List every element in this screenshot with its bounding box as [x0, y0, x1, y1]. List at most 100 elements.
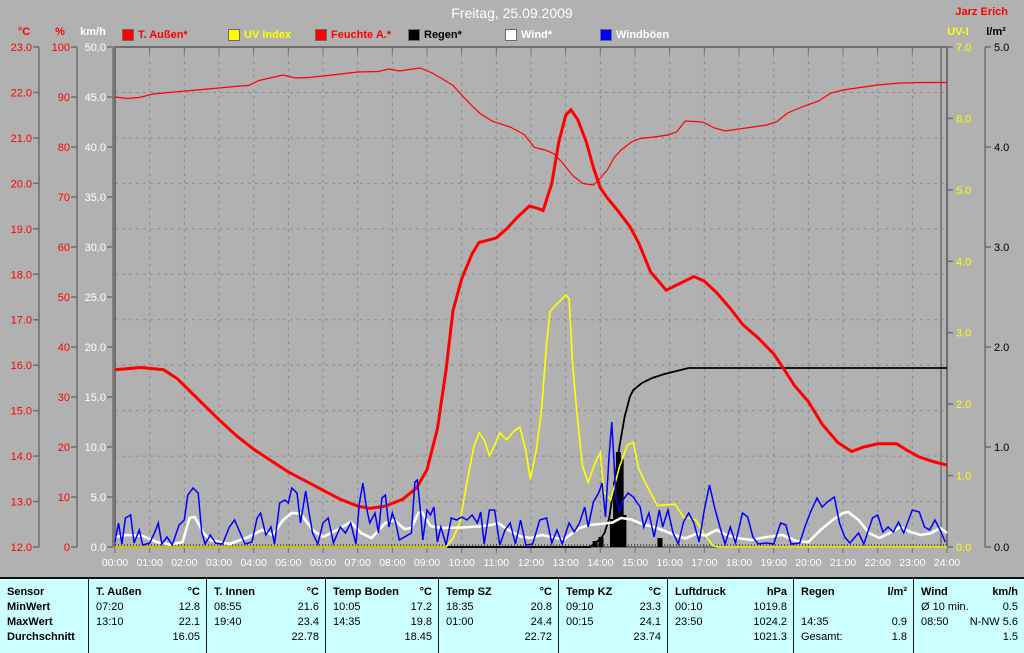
sensor-unit: °C: [419, 585, 432, 598]
axis-tick-label: 35.0: [85, 192, 106, 204]
sensor-name: Regen: [801, 585, 835, 598]
x-axis-label: 07:00: [345, 557, 371, 569]
rain-bar: [621, 515, 627, 547]
legend-swatch: [228, 29, 240, 41]
axis-tick-label: 20.0: [11, 178, 32, 190]
station-name: Jarz Erich: [955, 6, 1008, 18]
legend-label: Wind*: [521, 29, 553, 41]
max-time: 08:50: [921, 615, 949, 628]
sensor-name: T. Innen: [214, 585, 255, 598]
table-row: 00:15 24.1: [559, 614, 667, 629]
min-value: 21.6: [297, 600, 319, 613]
x-axis-label: 23:00: [899, 557, 925, 569]
axis-tick-label: 1.0: [994, 442, 1009, 454]
min-value: 20.8: [530, 600, 552, 613]
sensor-unit: °C: [306, 585, 319, 598]
axis-tick-label: 90: [58, 92, 70, 104]
rain-bar: [613, 482, 619, 547]
table-row: 13:10 22.1: [89, 614, 206, 629]
legend-item: T. Außen*: [122, 28, 188, 42]
axis-tick-label: 17.0: [11, 315, 32, 327]
max-value: 24.1: [639, 615, 661, 628]
legend-label: T. Außen*: [138, 29, 188, 41]
x-axis-label: 06:00: [310, 557, 336, 569]
avg-value: 18.45: [404, 630, 432, 643]
axis-tick-label: 5.0: [91, 492, 106, 504]
axis-tick-label: 3.0: [994, 242, 1009, 254]
axis-tick-label: 21.0: [11, 133, 32, 145]
axis-tick-label: 14.0: [11, 451, 32, 463]
legend-swatch: [122, 29, 134, 41]
x-axis-label: 24:00: [934, 557, 960, 569]
table-column-t-innen: T. Innen °C 08:55 21.6 19:40 23.4 22.78: [206, 579, 325, 653]
x-axis-label: 02:00: [171, 557, 197, 569]
axis-tick-label: 23.0: [11, 42, 32, 54]
max-value: 22.1: [178, 615, 200, 628]
sensor-name: T. Außen: [96, 585, 142, 598]
min-time: 08:55: [214, 600, 242, 613]
summary-table: Sensor MinWert MaxWert Durchschnitt T. Außen…: [0, 577, 1024, 653]
max-time: 14:35: [801, 615, 829, 628]
table-row: [794, 599, 913, 614]
min-value: 1019.8: [753, 600, 787, 613]
table-row: Wind km/h: [914, 584, 1024, 599]
min-time: 10:05: [333, 600, 361, 613]
table-row: 08:50 N-NW 5.6: [914, 614, 1024, 629]
table-row: 09:10 23.3: [559, 599, 667, 614]
table-row: T. Außen °C: [89, 584, 206, 599]
table-row: 22.72: [439, 629, 558, 644]
max-value: N-NW 5.6: [969, 615, 1018, 628]
axis-header-uvi: UV-I: [947, 26, 969, 38]
table-column-temp-kz: Temp KZ °C 09:10 23.3 00:15 24.1 23.74: [558, 579, 667, 653]
avg-value: 23.74: [633, 630, 661, 643]
axis-tick-label: 18.0: [11, 269, 32, 281]
series-feuchte-aussen: [114, 67, 947, 186]
legend-swatch: [600, 29, 612, 41]
min-value: 0.5: [1002, 600, 1018, 613]
table-row: 19:40 23.4: [207, 614, 325, 629]
x-axis-label: 12:00: [518, 557, 544, 569]
legend-item: Windböen: [600, 28, 669, 42]
axis-tick-label: 50.0: [85, 42, 106, 54]
axis-tick-label: 15.0: [11, 406, 32, 418]
rain-bar: [615, 452, 621, 547]
rain-bar: [598, 537, 604, 547]
table-row: 00:10 1019.8: [668, 599, 793, 614]
axis-tick-label: 10.0: [85, 442, 106, 454]
max-value: 19.8: [410, 615, 432, 628]
x-axis-label: 15:00: [622, 557, 648, 569]
axis-header-celsius: °C: [17, 26, 31, 38]
sensor-unit: km/h: [992, 585, 1018, 598]
table-row: 16.05: [89, 629, 206, 644]
table-row: 23:50 1024.2: [668, 614, 793, 629]
min-value: 23.3: [639, 600, 661, 613]
avg-value: 22.72: [524, 630, 552, 643]
x-axis-label: 19:00: [761, 557, 787, 569]
min-time: 18:35: [446, 600, 474, 613]
max-value: 1024.2: [753, 615, 787, 628]
legend-swatch: [408, 29, 420, 41]
sensor-name: Temp Boden: [333, 585, 399, 598]
max-time: 01:00: [446, 615, 474, 628]
axis-tick-label: 4.0: [956, 256, 971, 268]
min-time: 00:10: [675, 600, 703, 613]
sensor-unit: °C: [187, 585, 200, 598]
table-row: 14:35 0.9: [794, 614, 913, 629]
x-axis-label: 08:00: [379, 557, 405, 569]
max-time: 14:35: [333, 615, 361, 628]
legend-label: Regen*: [424, 29, 462, 41]
max-value: 0.9: [891, 615, 907, 628]
sensor-unit: hPa: [766, 585, 787, 598]
x-axis-label: 10:00: [449, 557, 475, 569]
legend-item: Regen*: [408, 28, 462, 42]
sensor-name: Wind: [921, 585, 948, 598]
max-time: 13:10: [96, 615, 124, 628]
x-axis-label: 16:00: [657, 557, 683, 569]
axis-tick-label: 5.0: [956, 185, 971, 197]
series-regen-kumulativ: [115, 367, 947, 548]
x-axis-label: 01:00: [137, 557, 163, 569]
axis-tick-label: 60: [58, 242, 70, 254]
sensor-name: Temp KZ: [566, 585, 613, 598]
x-axis-label: 11:00: [484, 557, 510, 569]
